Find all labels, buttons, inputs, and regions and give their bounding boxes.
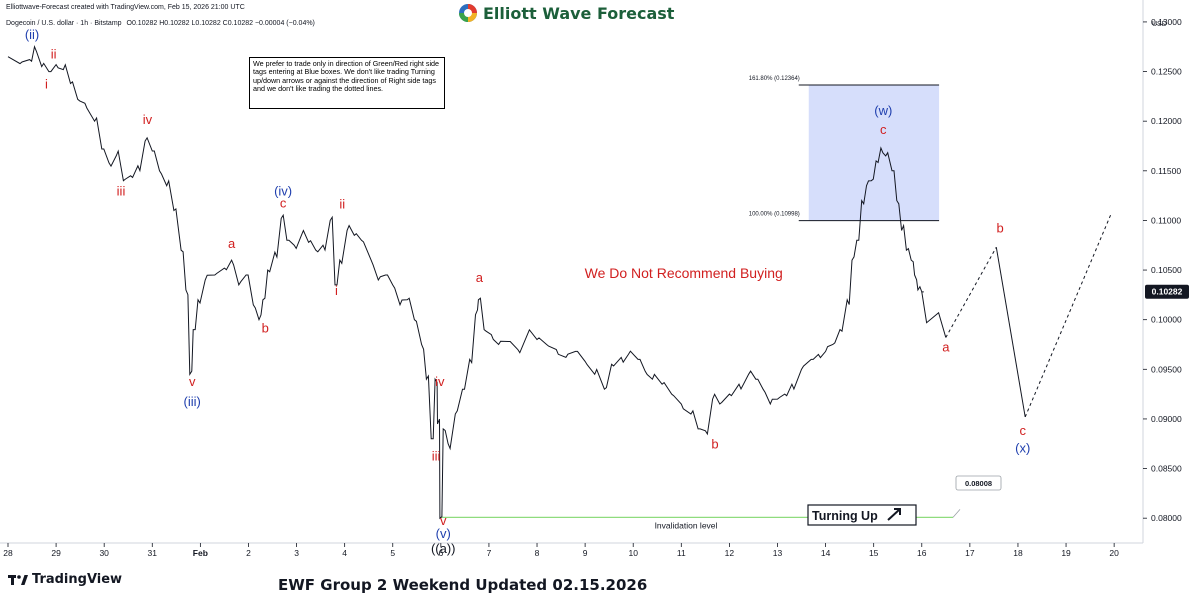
x-tick-label: 4 (342, 548, 347, 558)
chart-credit: Elliottwave-Forecast created with Tradin… (6, 4, 245, 11)
wave-label: ((a)) (431, 541, 456, 556)
projection-solid-line (921, 291, 947, 338)
x-tick-label: 28 (3, 548, 13, 558)
x-tick-label: 7 (487, 548, 492, 558)
invalidation-text: Invalidation level (655, 520, 718, 530)
y-tick-label: 0.11000 (1151, 215, 1181, 225)
y-tick-label: 0.10000 (1151, 315, 1182, 325)
wave-label: (ii) (25, 27, 39, 42)
trading-notice: We prefer to trade only in direction of … (249, 57, 445, 109)
turning-up-text: Turning Up (812, 509, 878, 523)
currency-label: USD (1152, 21, 1167, 28)
x-tick-label: 13 (773, 548, 783, 558)
current-price-tag (1145, 284, 1189, 299)
x-tick-label: 5 (390, 548, 395, 558)
current-price-label: 0.10282 (1152, 287, 1183, 297)
y-tick-label: 0.09000 (1151, 414, 1182, 424)
projection-dotted-line (1024, 212, 1113, 418)
wave-label: c (1020, 423, 1027, 438)
tradingview-logo: TradingView (8, 572, 122, 587)
wave-label: i (335, 283, 338, 298)
invalidation-tag: 0.08008 (965, 479, 992, 488)
footer-title: EWF Group 2 Weekend Updated 02.15.2026 (278, 576, 648, 594)
wave-label: a (476, 270, 484, 285)
x-tick-label: 9 (583, 548, 588, 558)
brand-logo: Elliott Wave Forecast (458, 2, 674, 24)
y-tick-label: 0.12500 (1151, 67, 1182, 77)
y-tick-label: 0.13000 (1151, 17, 1182, 27)
wave-label: b (711, 437, 718, 452)
fib-label: 100.00% (0.10998) (749, 212, 800, 218)
invalidation-leader (952, 509, 961, 518)
x-tick-label: 30 (99, 548, 109, 558)
target-box (808, 85, 940, 221)
ewf-logo-icon (459, 4, 477, 22)
wave-label: i (45, 76, 48, 91)
y-tick-label: 0.12000 (1151, 116, 1182, 126)
x-tick-label: 6 (438, 548, 443, 558)
x-tick-label: Feb (193, 548, 208, 558)
x-tick-label: 2 (246, 548, 251, 558)
x-tick-label: 8 (535, 548, 540, 558)
brand-name: Elliott Wave Forecast (483, 3, 675, 23)
x-tick-label: 18 (1013, 548, 1023, 558)
wave-label: a (228, 236, 236, 251)
y-tick-label: 0.08500 (1151, 464, 1182, 474)
no-buy-text: We Do Not Recommend Buying (585, 265, 783, 281)
x-tick-label: 12 (725, 548, 735, 558)
x-tick-label: 17 (965, 548, 975, 558)
wave-label: iii (432, 449, 441, 464)
wave-label: iv (143, 112, 153, 127)
x-tick-label: 20 (1109, 548, 1119, 558)
wave-label: (v) (436, 526, 451, 541)
wave-label: ii (51, 47, 57, 62)
x-tick-label: 14 (821, 548, 831, 558)
x-tick-label: 16 (917, 548, 927, 558)
x-tick-label: 31 (148, 548, 158, 558)
wave-label: v (189, 374, 196, 389)
wave-label: c (280, 196, 287, 211)
y-tick-label: 0.09500 (1151, 364, 1182, 374)
wave-label: b (997, 220, 1004, 235)
x-tick-label: 29 (51, 548, 61, 558)
wave-label: iii (117, 184, 126, 199)
y-tick-label: 0.10500 (1151, 265, 1182, 275)
wave-label: (iii) (184, 394, 201, 409)
projection-dotted-line (945, 246, 997, 338)
wave-label: b (262, 321, 269, 336)
fib-label: 161.80% (0.12364) (749, 76, 800, 82)
wave-label: c (880, 122, 887, 137)
wave-label: ii (339, 197, 345, 212)
wave-label: (w) (874, 103, 892, 118)
wave-label: a (942, 339, 950, 354)
x-tick-label: 15 (869, 548, 879, 558)
y-tick-label: 0.11500 (1151, 166, 1181, 176)
symbol-line: Dogecoin / U.S. dollar · 1h · Bitstamp O… (6, 20, 315, 27)
x-tick-label: 10 (628, 548, 638, 558)
wave-label: v (440, 513, 447, 528)
wave-label: (x) (1015, 441, 1030, 456)
projection-solid-line (995, 247, 1026, 417)
x-tick-label: 3 (294, 548, 299, 558)
invalidation-tag-box (955, 475, 1002, 491)
ohlc-values: O0.10282 H0.10282 L0.10282 C0.10282 −0.0… (126, 20, 315, 27)
symbol-name: Dogecoin / U.S. dollar · 1h · Bitstamp (6, 20, 122, 27)
x-tick-label: 19 (1061, 548, 1071, 558)
price-line (7, 44, 924, 520)
y-tick-label: 0.08000 (1151, 513, 1182, 523)
wave-label: iv (435, 374, 445, 389)
x-tick-label: 11 (677, 548, 686, 558)
tradingview-name: TradingView (32, 572, 123, 587)
arrow-up-right-icon (887, 508, 901, 521)
wave-label: (iv) (274, 184, 292, 199)
tradingview-logo-icon (8, 574, 28, 585)
